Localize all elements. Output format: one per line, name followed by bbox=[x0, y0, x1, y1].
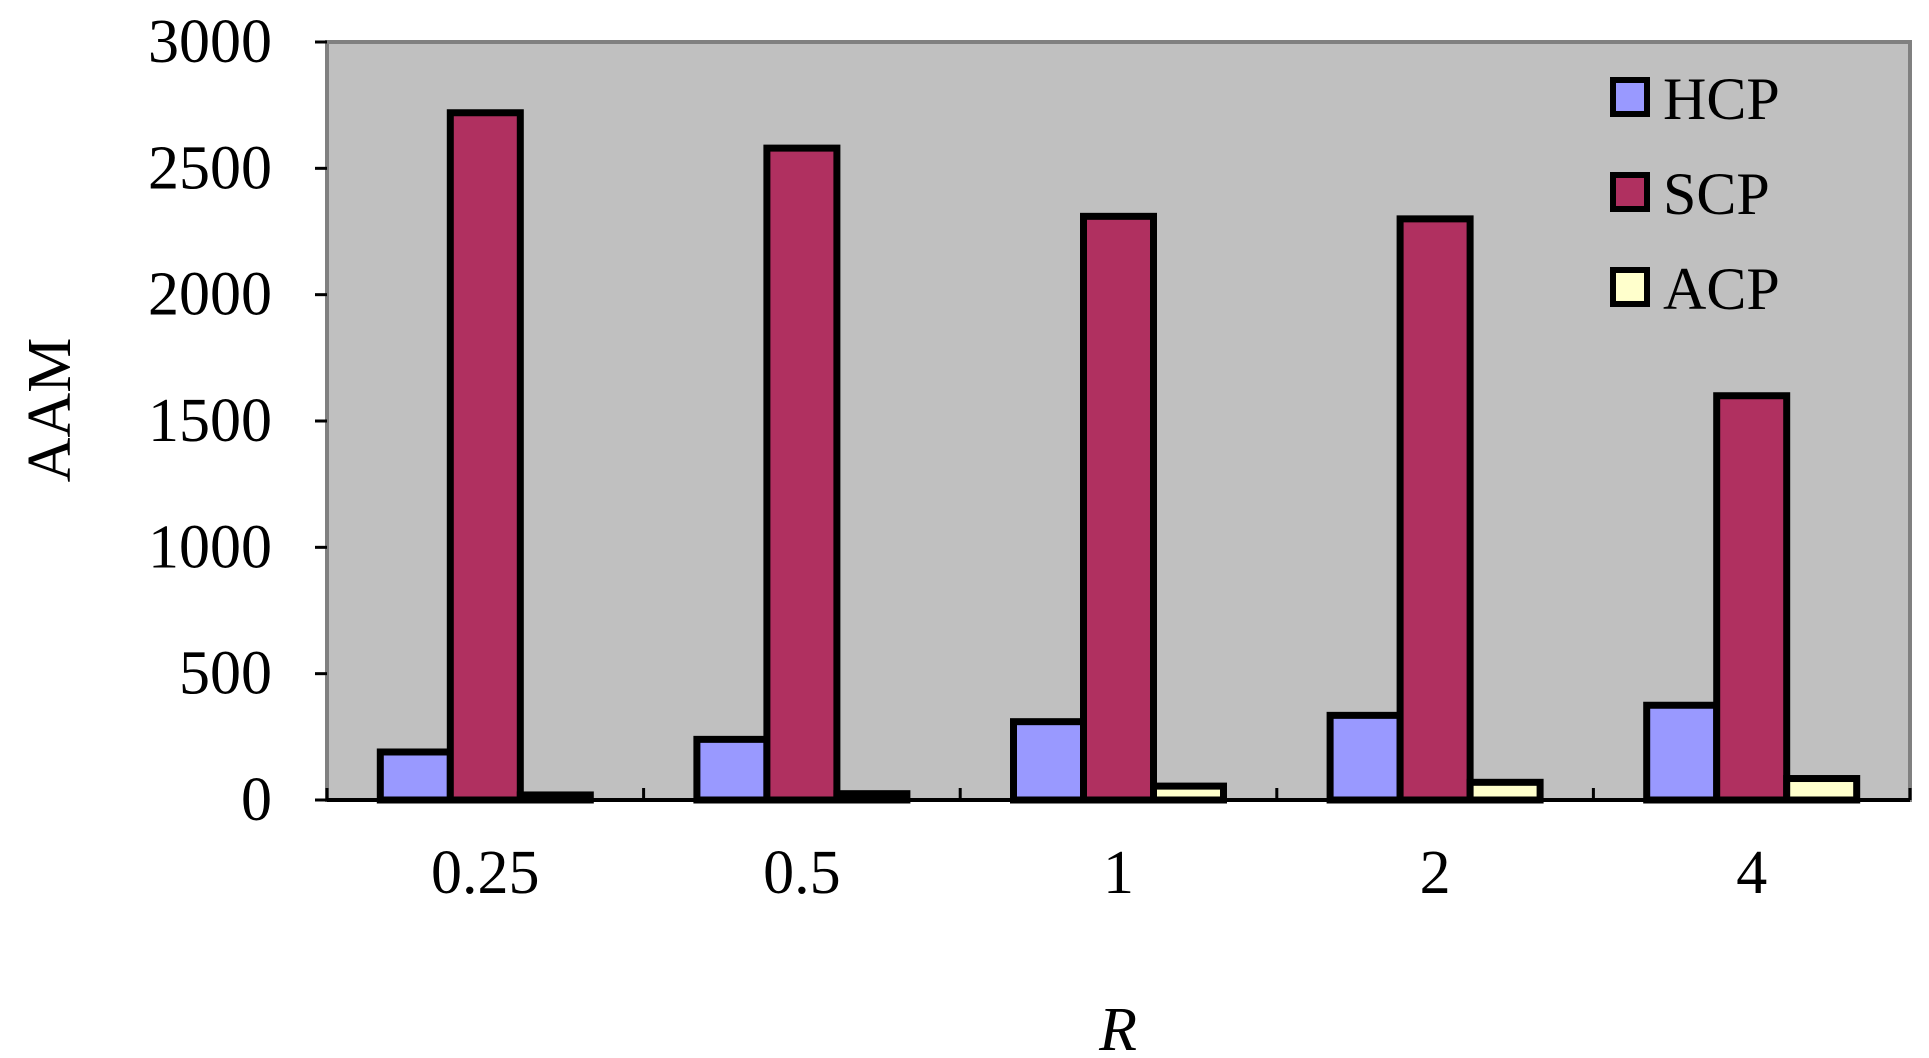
x-axis: 0.25 0.5 1 2 4 bbox=[325, 788, 1912, 907]
x-axis-title: R bbox=[1098, 996, 1137, 1058]
y-tick-label: 0 bbox=[241, 766, 272, 834]
bar-scp-1 bbox=[446, 109, 524, 804]
x-tick-label: 1 bbox=[1103, 839, 1134, 907]
legend-label-hcp: HCP bbox=[1663, 66, 1780, 132]
bars-group bbox=[376, 109, 1861, 804]
x-tick-label: 0.25 bbox=[431, 839, 540, 907]
bar-acp-5 bbox=[1783, 775, 1861, 804]
bar-acp-3 bbox=[1150, 782, 1227, 804]
bar-scp-3 bbox=[1080, 212, 1157, 804]
y-tick-label: 1000 bbox=[148, 513, 272, 581]
bar-scp-4 bbox=[1396, 215, 1474, 804]
y-tick-label: 3000 bbox=[148, 8, 272, 76]
y-axis: 0 500 1000 1500 2000 2500 3000 bbox=[148, 8, 327, 834]
y-axis-title: AAM bbox=[16, 338, 84, 483]
legend-label-acp: ACP bbox=[1663, 256, 1780, 322]
bar-hcp-3 bbox=[1010, 718, 1087, 804]
legend-swatch-acp bbox=[1610, 267, 1650, 307]
bar-hcp-2 bbox=[693, 735, 771, 804]
bar-scp-5 bbox=[1713, 392, 1791, 804]
legend-swatch-hcp bbox=[1610, 77, 1650, 117]
bar-scp-2 bbox=[763, 144, 841, 804]
bar-hcp-5 bbox=[1643, 701, 1721, 804]
y-tick-label: 2500 bbox=[148, 134, 272, 202]
bar-hcp-1 bbox=[376, 748, 454, 804]
y-tick-label: 1500 bbox=[148, 387, 272, 455]
x-tick-label: 2 bbox=[1420, 839, 1451, 907]
y-tick-label: 500 bbox=[179, 640, 272, 708]
legend-label-scp: SCP bbox=[1663, 161, 1770, 227]
legend: HCP SCP ACP bbox=[1610, 66, 1780, 322]
legend-swatch-scp bbox=[1610, 172, 1650, 212]
y-tick-label: 2000 bbox=[148, 261, 272, 329]
x-tick-label: 4 bbox=[1736, 839, 1767, 907]
bar-acp-4 bbox=[1466, 778, 1544, 804]
x-tick-label: 0.5 bbox=[763, 839, 841, 907]
bar-hcp-4 bbox=[1326, 711, 1404, 804]
